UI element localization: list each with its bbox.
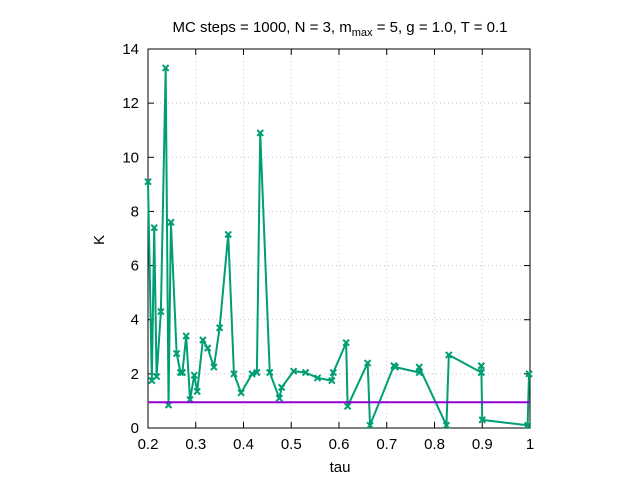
chart-title: MC steps = 1000, N = 3, mmax = 5, g = 1.… bbox=[173, 19, 508, 39]
data-point bbox=[523, 421, 532, 430]
data-point bbox=[210, 363, 218, 371]
data-point bbox=[415, 363, 423, 371]
y-tick-label: 2 bbox=[131, 366, 139, 383]
data-point bbox=[313, 374, 322, 382]
data-point bbox=[178, 368, 187, 377]
data-point bbox=[289, 367, 298, 375]
data-point bbox=[172, 349, 181, 358]
x-tick-label: 0.5 bbox=[281, 436, 302, 453]
data-point bbox=[415, 368, 423, 377]
data-point bbox=[224, 230, 232, 239]
data-point bbox=[525, 370, 533, 378]
y-tick-label: 14 bbox=[122, 41, 139, 58]
data-point bbox=[190, 371, 199, 379]
y-tick-label: 4 bbox=[131, 312, 139, 329]
data-point bbox=[266, 368, 274, 377]
data-point bbox=[167, 218, 175, 226]
data-point bbox=[256, 129, 264, 137]
series-layer bbox=[144, 64, 533, 430]
y-axis-label: K bbox=[91, 235, 108, 245]
data-point bbox=[477, 362, 486, 370]
data-point bbox=[329, 368, 337, 377]
data-point bbox=[199, 336, 207, 344]
x-tick-label: 0.6 bbox=[329, 436, 350, 453]
data-point bbox=[157, 307, 165, 316]
data-point bbox=[193, 387, 201, 396]
x-tick-label: 0.7 bbox=[376, 436, 397, 453]
x-tick-label: 1 bbox=[526, 436, 534, 453]
data-point bbox=[366, 421, 374, 430]
data-point bbox=[253, 368, 261, 377]
data-point bbox=[391, 363, 400, 371]
y-tick-label: 12 bbox=[122, 95, 139, 112]
x-tick-label: 0.3 bbox=[185, 436, 206, 453]
data-point bbox=[203, 344, 212, 352]
data-point bbox=[144, 177, 152, 186]
data-point bbox=[342, 339, 350, 347]
data-point bbox=[301, 368, 310, 377]
data-point bbox=[363, 359, 372, 367]
y-tick-label: 10 bbox=[122, 149, 139, 166]
data-point bbox=[343, 402, 352, 411]
x-tick-label: 0.8 bbox=[424, 436, 445, 453]
axes bbox=[147, 48, 531, 429]
data-point bbox=[477, 368, 486, 377]
data-point bbox=[237, 389, 245, 397]
data-point bbox=[328, 376, 336, 385]
x-tick-label: 0.9 bbox=[472, 436, 493, 453]
y-tick-label: 0 bbox=[131, 420, 139, 437]
y-tick-label: 6 bbox=[131, 258, 139, 275]
data-point bbox=[230, 370, 238, 378]
data-point bbox=[248, 370, 256, 378]
data-point bbox=[277, 383, 286, 392]
data-point bbox=[182, 332, 190, 340]
data-point bbox=[442, 421, 451, 430]
x-tick-label: 0.2 bbox=[138, 436, 159, 453]
data-point bbox=[176, 368, 185, 377]
data-point bbox=[150, 223, 158, 232]
y-tick-label: 8 bbox=[131, 203, 139, 220]
data-point bbox=[161, 64, 170, 72]
data-point bbox=[478, 416, 486, 424]
data-point bbox=[152, 372, 161, 381]
data-point bbox=[445, 351, 453, 359]
data-point bbox=[275, 394, 284, 402]
x-tick-label: 0.4 bbox=[233, 436, 254, 453]
x-axis-label: tau bbox=[330, 459, 351, 476]
data-point bbox=[215, 324, 224, 332]
